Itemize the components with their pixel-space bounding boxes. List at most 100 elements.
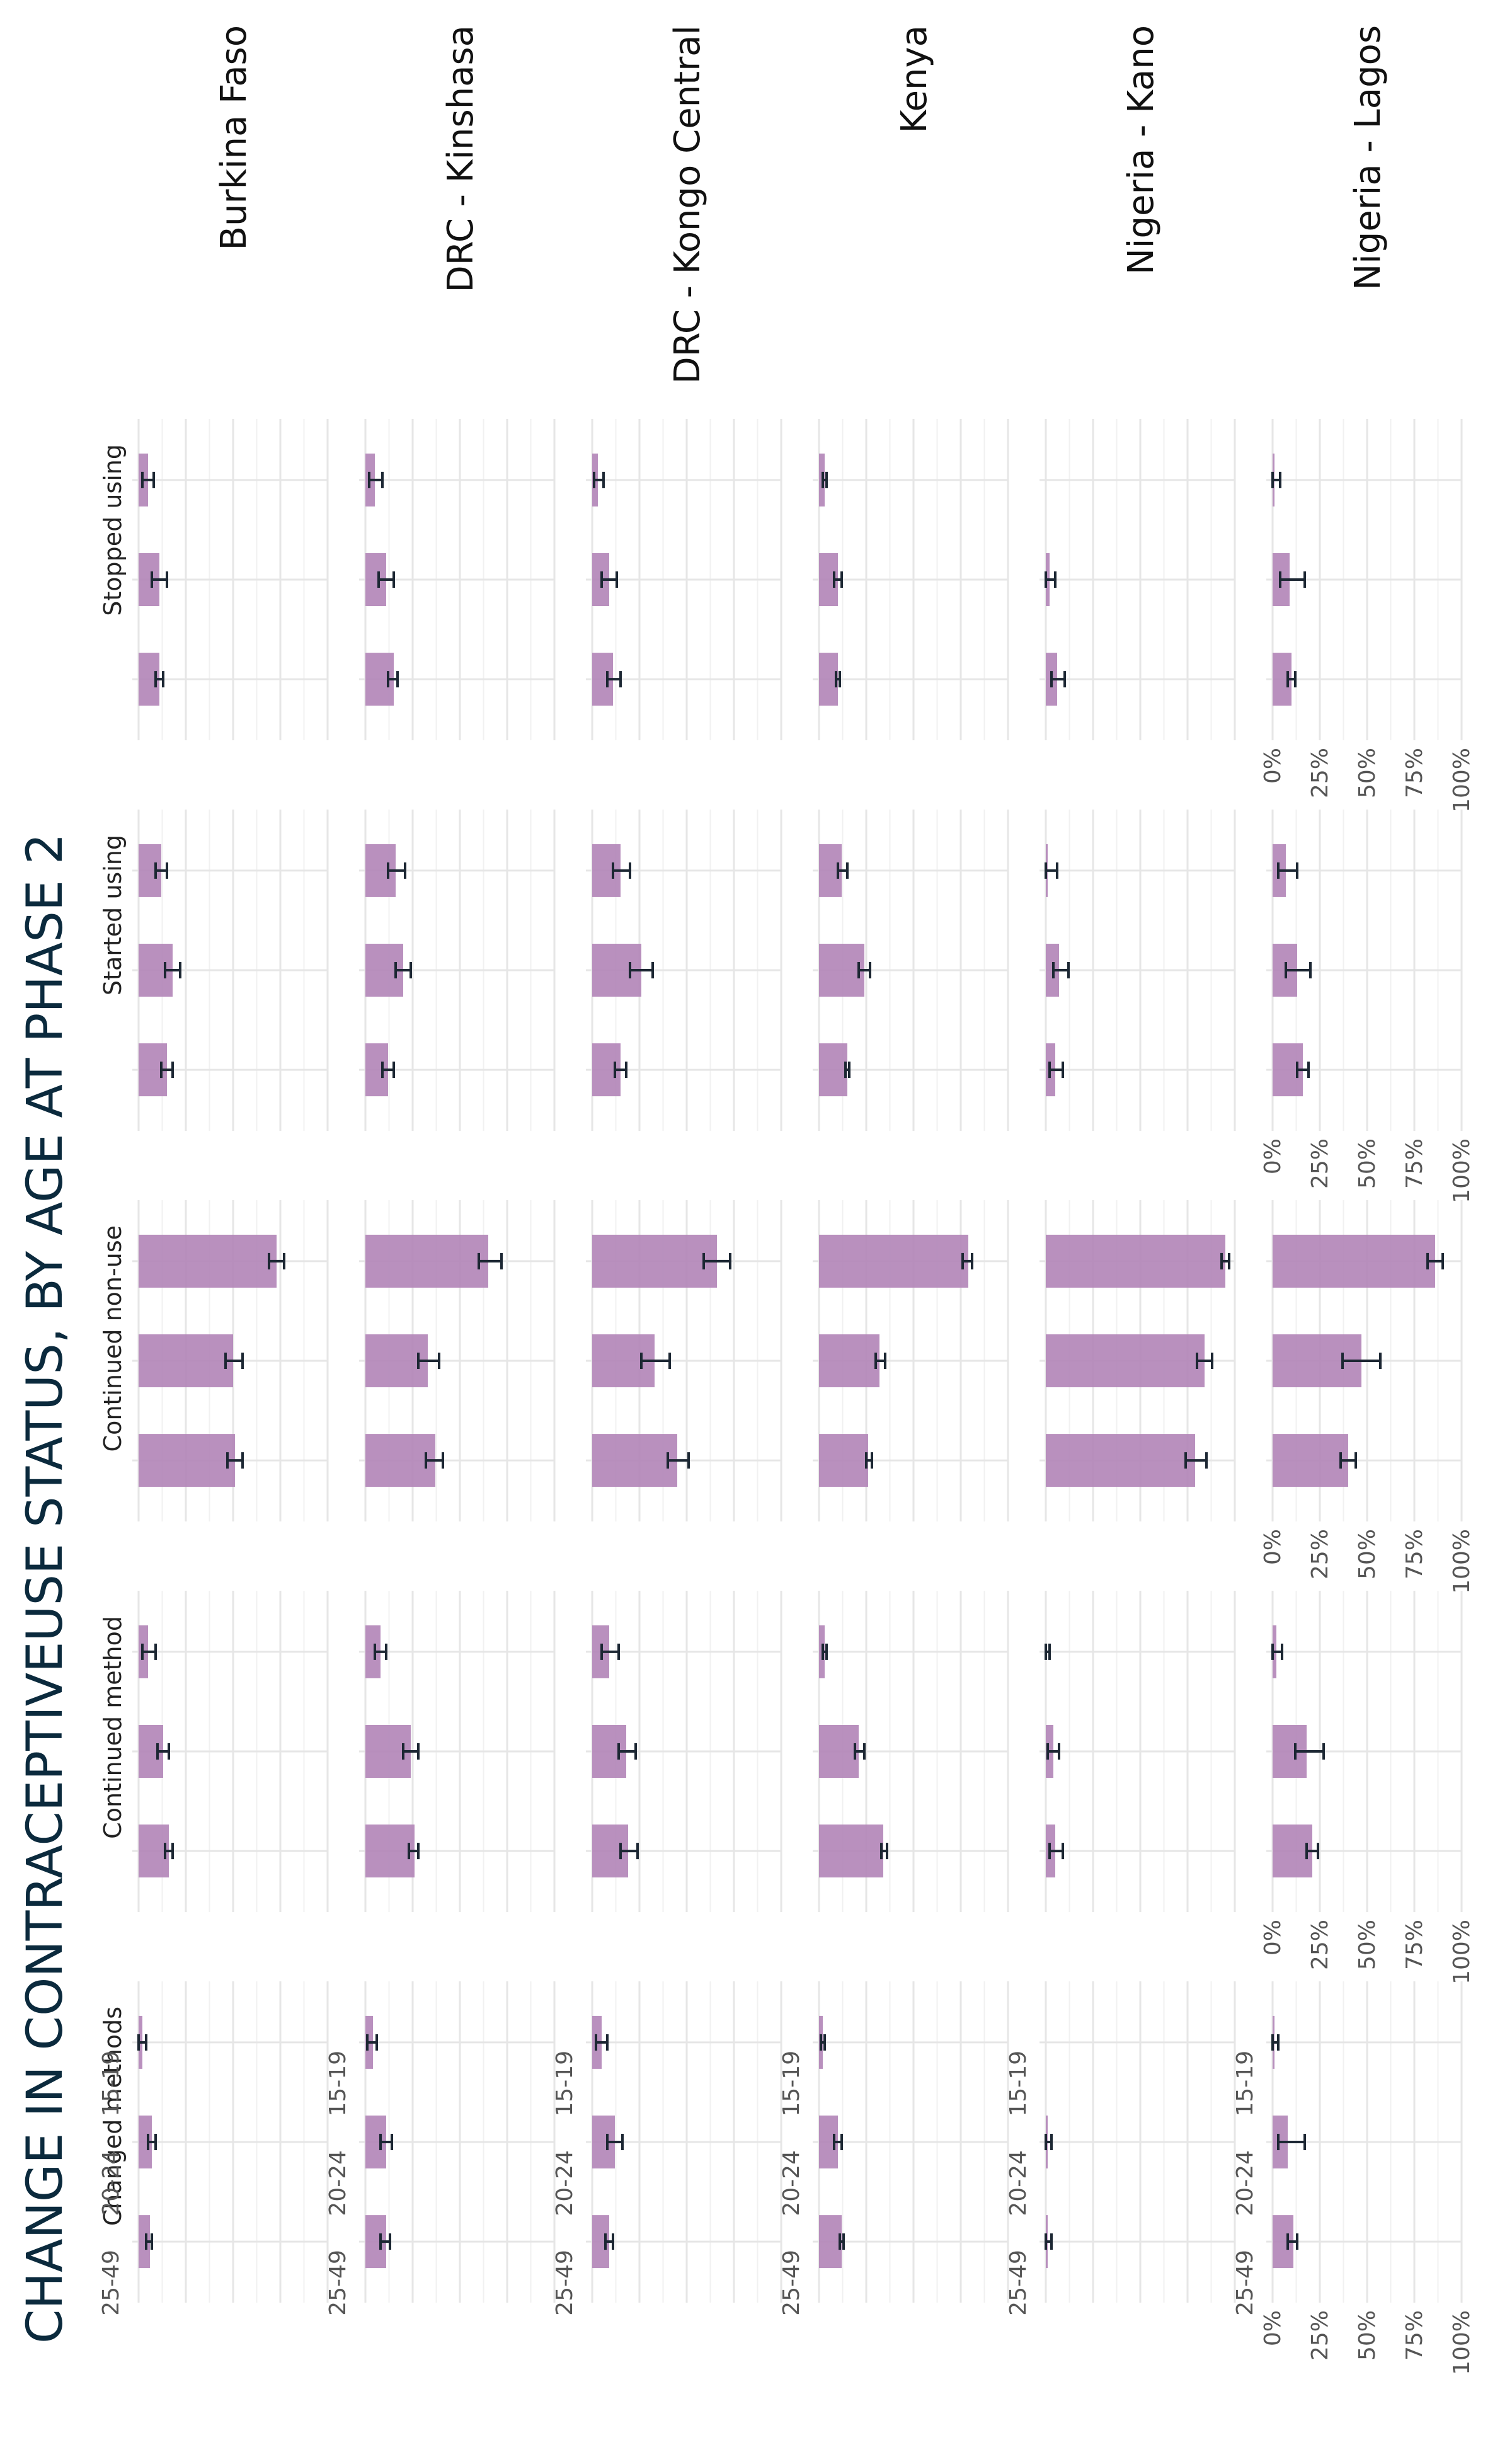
error-bar-20-24 xyxy=(874,1353,886,1369)
error-bar-20-24 xyxy=(377,571,395,588)
error-bar-15-19 xyxy=(268,1252,285,1269)
panel-drc-kinshasa-started-using xyxy=(359,810,556,1131)
panel-drc-kongo-central-stopped-using xyxy=(586,419,782,740)
error-bar-25-49 xyxy=(1286,671,1297,688)
error-bar-25-49 xyxy=(145,2233,153,2250)
error-bar-15-19 xyxy=(820,2034,826,2051)
country-label-drc-kinshasa: DRC - Kinshasa xyxy=(440,25,481,292)
error-bar-25-49 xyxy=(880,1843,888,1860)
category-tick-label: 15-19 xyxy=(779,2051,805,2117)
panel-burkina-faso-changed-methods xyxy=(132,1981,329,2303)
panel-burkina-faso-stopped-using xyxy=(132,419,329,740)
bar-25-49 xyxy=(592,1434,677,1487)
panel-nigeria-kano-continued-method xyxy=(1040,1591,1236,1912)
error-bar-20-24 xyxy=(402,1743,420,1760)
error-bar-20-24 xyxy=(379,2134,393,2150)
panel-kenya-stopped-using xyxy=(813,419,1009,740)
panel-drc-kinshasa-continued-method xyxy=(359,1591,556,1912)
error-bar-15-19 xyxy=(154,862,168,879)
error-bar-25-49 xyxy=(379,2233,391,2250)
error-bar-15-19 xyxy=(1271,1643,1283,1660)
panel-kenya-started-using xyxy=(813,810,1009,1131)
error-bar-25-49 xyxy=(835,671,841,688)
panel-nigeria-lagos-continued-method xyxy=(1266,1591,1463,1912)
error-bar-20-24 xyxy=(640,1353,671,1369)
error-bar-25-49 xyxy=(387,671,399,688)
error-bar-15-19 xyxy=(1426,1252,1444,1269)
error-bar-20-24 xyxy=(629,962,654,978)
bar-20-24 xyxy=(1046,1334,1205,1387)
bar-25-49 xyxy=(365,1434,435,1487)
value-tick-label: 0% xyxy=(1260,748,1286,784)
error-bar-15-19 xyxy=(478,1252,503,1269)
value-tick-label: 50% xyxy=(1354,1138,1380,1189)
bar-15-19 xyxy=(1046,1234,1225,1288)
error-bar-20-24 xyxy=(1285,962,1312,978)
panel-drc-kongo-central-continued-method xyxy=(586,1591,782,1912)
panel-drc-kinshasa-stopped-using xyxy=(359,419,556,740)
status-label-started-using: Started using xyxy=(99,835,127,995)
error-bar-25-49 xyxy=(381,1062,395,1079)
value-tick-label: 75% xyxy=(1402,748,1428,798)
error-bar-20-24 xyxy=(147,2134,157,2150)
error-bar-20-24 xyxy=(1277,2134,1306,2150)
bar-15-19 xyxy=(819,1234,968,1288)
error-bar-15-19 xyxy=(366,2034,378,2051)
error-bar-15-19 xyxy=(822,471,828,488)
error-bar-25-49 xyxy=(604,2233,614,2250)
error-bar-20-24 xyxy=(617,1743,637,1760)
country-label-nigeria-lagos: Nigeria - Lagos xyxy=(1348,25,1389,290)
error-bar-15-19 xyxy=(141,1643,157,1660)
panel-drc-kinshasa-changed-methods xyxy=(359,1981,556,2303)
panel-nigeria-kano-changed-methods xyxy=(1040,1981,1236,2303)
bar-25-49 xyxy=(1273,1434,1348,1487)
error-bar-20-24 xyxy=(600,571,618,588)
panel-nigeria-lagos-continued-non-use xyxy=(1266,1200,1463,1521)
error-bar-15-19 xyxy=(702,1252,731,1269)
error-bar-25-49 xyxy=(164,1843,174,1860)
value-tick-label: 50% xyxy=(1354,748,1380,798)
bar-25-49 xyxy=(819,1434,868,1487)
bar-25-49 xyxy=(139,1434,235,1487)
chart-title: CHANGE IN CONTRACEPTIVEUSE STATUS, BY AG… xyxy=(17,833,74,2344)
bar-25-49 xyxy=(1046,1434,1195,1487)
value-tick-label: 25% xyxy=(1307,1138,1333,1189)
error-bar-15-19 xyxy=(1220,1252,1230,1269)
error-bar-15-19 xyxy=(595,2034,609,2051)
status-label-continued-non-use: Continued non-use xyxy=(99,1225,127,1452)
panel-burkina-faso-started-using xyxy=(132,810,329,1131)
error-bar-20-24 xyxy=(164,962,181,978)
error-bar-25-49 xyxy=(226,1452,244,1469)
error-bar-20-24 xyxy=(1046,1743,1060,1760)
category-tick-label: 25-49 xyxy=(552,2250,578,2316)
error-bar-25-49 xyxy=(865,1452,873,1469)
error-bar-20-24 xyxy=(224,1353,244,1369)
value-tick-label: 50% xyxy=(1354,2310,1380,2361)
error-bar-20-24 xyxy=(417,1353,440,1369)
category-tick-label: 25-49 xyxy=(779,2250,805,2316)
bar-15-19 xyxy=(592,1234,717,1288)
error-bar-20-24 xyxy=(606,2134,624,2150)
bar-20-24 xyxy=(139,1334,233,1387)
error-bar-25-49 xyxy=(1050,671,1066,688)
bar-20-24 xyxy=(819,1725,859,1778)
value-tick-label: 0% xyxy=(1260,1920,1286,1956)
error-bar-15-19 xyxy=(387,862,406,879)
category-tick-label: 25-49 xyxy=(325,2250,351,2316)
error-bar-15-19 xyxy=(837,862,849,879)
panel-nigeria-lagos-stopped-using xyxy=(1266,419,1463,740)
category-tick-label: 15-19 xyxy=(552,2051,578,2117)
error-bar-20-24 xyxy=(1294,1743,1325,1760)
value-tick-label: 100% xyxy=(1449,1920,1475,1984)
error-bar-25-49 xyxy=(619,1843,639,1860)
error-bar-25-49 xyxy=(1184,1452,1208,1469)
error-bar-20-24 xyxy=(151,571,168,588)
panel-drc-kongo-central-changed-methods xyxy=(586,1981,782,2303)
bar-25-49 xyxy=(819,2215,842,2269)
panel-nigeria-kano-started-using xyxy=(1040,810,1236,1131)
country-label-drc-kongo-central: DRC - Kongo Central xyxy=(667,25,708,384)
value-tick-label: 0% xyxy=(1260,1138,1286,1174)
error-bar-20-24 xyxy=(854,1743,866,1760)
value-tick-label: 75% xyxy=(1402,1138,1428,1189)
error-bar-25-49 xyxy=(667,1452,690,1469)
